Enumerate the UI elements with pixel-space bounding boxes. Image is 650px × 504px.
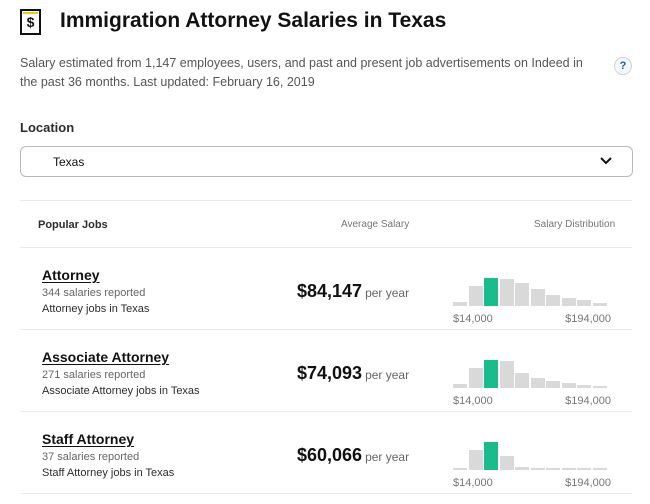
distribution-bar [530, 378, 545, 388]
salaries-reported: 344 salaries reported [42, 287, 146, 299]
location-select-value: Texas [53, 155, 85, 169]
distribution-bar [499, 279, 514, 306]
salaries-reported: 271 salaries reported [42, 369, 146, 381]
average-salary: $84,147 per year [297, 281, 409, 302]
distribution-bar [592, 386, 607, 388]
salary-amount: $60,066 [297, 445, 363, 465]
distribution-bars [453, 430, 611, 470]
location-select[interactable]: Texas [20, 146, 633, 177]
jobs-in-location-link[interactable]: Staff Attorney jobs in Texas [42, 467, 175, 479]
distribution-bar [484, 278, 498, 306]
distribution-bar [530, 289, 545, 306]
salary-distribution: $14,000 $194,000 [453, 266, 611, 325]
salary-period: per year [365, 450, 410, 464]
page-header: $ Immigration Attorney Salaries in Texas [20, 8, 630, 38]
distribution-bar [453, 302, 467, 306]
header-popular-jobs: Popular Jobs [38, 219, 108, 231]
distribution-bar [561, 383, 576, 388]
salary-description: Salary estimated from 1,147 employees, u… [20, 56, 583, 89]
distribution-min-label: $14,000 [453, 395, 493, 407]
distribution-max-label: $194,000 [565, 477, 611, 489]
distribution-bar [484, 442, 498, 470]
distribution-min-label: $14,000 [453, 313, 493, 325]
distribution-bar [561, 468, 576, 470]
table-row: Associate Attorney 271 salaries reported… [20, 330, 632, 412]
header-average-salary: Average Salary [341, 219, 410, 230]
salary-distribution: $14,000 $194,000 [453, 348, 611, 407]
distribution-bar [515, 373, 529, 388]
job-title-link[interactable]: Associate Attorney [42, 349, 170, 365]
distribution-max-label: $194,000 [565, 313, 611, 325]
distribution-bar [453, 384, 467, 388]
distribution-bar [546, 381, 560, 388]
average-salary: $60,066 per year [297, 445, 409, 466]
distribution-bar [592, 303, 607, 306]
location-label: Location [20, 120, 75, 135]
salary-period: per year [365, 286, 410, 300]
distribution-max-label: $194,000 [565, 395, 611, 407]
table-row: Attorney 344 salaries reported Attorney … [20, 248, 632, 330]
distribution-bar [561, 298, 576, 306]
job-title-link[interactable]: Attorney [42, 267, 100, 283]
help-icon[interactable]: ? [614, 57, 632, 75]
page-title: Immigration Attorney Salaries in Texas [60, 9, 447, 32]
distribution-bar [453, 468, 467, 470]
popular-jobs-table: Popular Jobs Average Salary Salary Distr… [20, 200, 632, 494]
distribution-bar [515, 467, 529, 470]
salaries-reported: 37 salaries reported [42, 451, 140, 463]
distribution-bar [546, 295, 560, 306]
header-salary-distribution: Salary Distribution [534, 219, 616, 230]
table-row: Staff Attorney 37 salaries reported Staf… [20, 412, 632, 494]
chevron-down-icon [600, 157, 612, 165]
distribution-bar [530, 468, 545, 470]
distribution-bar [592, 468, 607, 470]
distribution-bar [484, 360, 498, 388]
distribution-bars [453, 348, 611, 388]
average-salary: $74,093 per year [297, 363, 409, 384]
distribution-bar [499, 361, 514, 388]
salary-amount: $84,147 [297, 281, 363, 301]
salary-document-icon: $ [20, 9, 41, 35]
distribution-bar [577, 385, 591, 388]
distribution-bar [577, 468, 591, 470]
distribution-bar [468, 450, 483, 470]
distribution-bar [468, 286, 483, 306]
distribution-min-label: $14,000 [453, 477, 493, 489]
table-header: Popular Jobs Average Salary Salary Distr… [20, 200, 632, 248]
job-title-link[interactable]: Staff Attorney [42, 431, 135, 447]
salary-period: per year [365, 368, 410, 382]
distribution-bars [453, 266, 611, 306]
distribution-bar [546, 468, 560, 470]
svg-text:$: $ [27, 14, 35, 30]
distribution-bar [499, 456, 514, 470]
salary-distribution: $14,000 $194,000 [453, 430, 611, 489]
distribution-bar [515, 283, 529, 306]
distribution-bar [468, 368, 483, 388]
salary-amount: $74,093 [297, 363, 363, 383]
jobs-in-location-link[interactable]: Attorney jobs in Texas [42, 303, 150, 315]
distribution-bar [577, 300, 591, 306]
jobs-in-location-link[interactable]: Associate Attorney jobs in Texas [42, 385, 200, 397]
